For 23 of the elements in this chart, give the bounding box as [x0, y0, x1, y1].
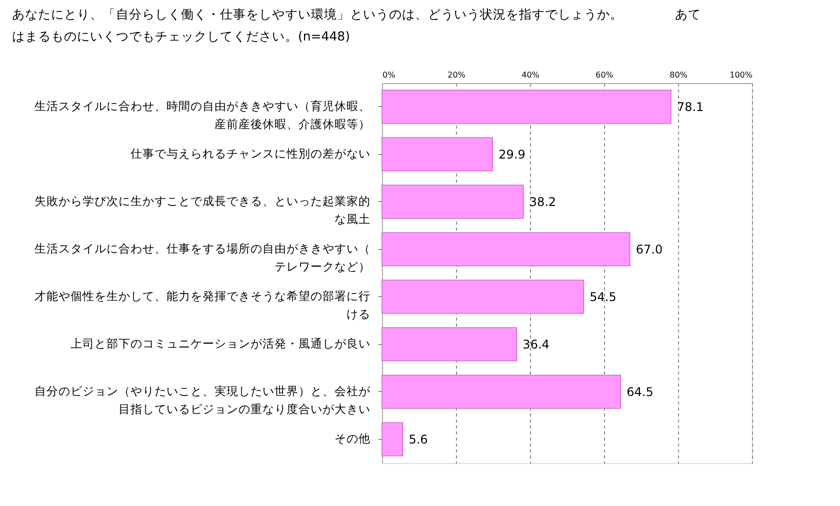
data-label: 67.0	[636, 242, 663, 256]
x-tick-label: 80%	[670, 70, 688, 80]
data-label: 36.4	[522, 337, 550, 352]
data-label: 29.9	[498, 147, 526, 162]
chart-title: あなたにとり、「自分らしく働く・仕事をしやすい環境」というのは、どういう状況を指すでしょうか。 あてはまるものにいくつでもチェックしてください。(n=448)	[12, 6, 701, 44]
x-tick-label: 100%	[730, 70, 753, 80]
x-tick-label: 0%	[382, 70, 396, 80]
y-tick-label: 生活スタイルに合わせ、時間の自由がききやすい（育児休暇、産前産後休暇、介護休暇等）	[34, 98, 370, 131]
x-tick-label: 40%	[522, 70, 540, 80]
y-tick-label: 自分のビジョン（やりたいこと、実現したい世界）と、会社が目指しているビジョンの重なり度合いが大きい	[34, 384, 372, 416]
y-tick-label: 生活スタイルに合わせ、仕事をする場所の自由がききやすい（テレワークなど）	[34, 241, 370, 274]
data-label: 38.2	[529, 194, 556, 209]
data-label: 78.1	[676, 100, 704, 114]
x-tick-label: 20%	[448, 70, 466, 80]
y-tick-label: その他	[334, 431, 370, 446]
data-label: 54.5	[590, 290, 616, 304]
y-tick-label: 才能や個性を生かして、能力を発揮できそうな希望の部署に行ける	[34, 288, 370, 321]
data-label: 64.5	[626, 384, 654, 399]
y-tick-label: 上司と部下のコミュニケーションが活発・風通しが良い	[70, 336, 370, 350]
x-tick-label: 60%	[596, 70, 614, 80]
y-tick-label: 失敗から学び次に生かすことで成長できる、といった起業家的な風土	[34, 194, 370, 226]
data-label: 5.6	[408, 432, 428, 446]
y-tick-label: 仕事で与えられるチャンスに性別の差がない	[130, 146, 370, 160]
